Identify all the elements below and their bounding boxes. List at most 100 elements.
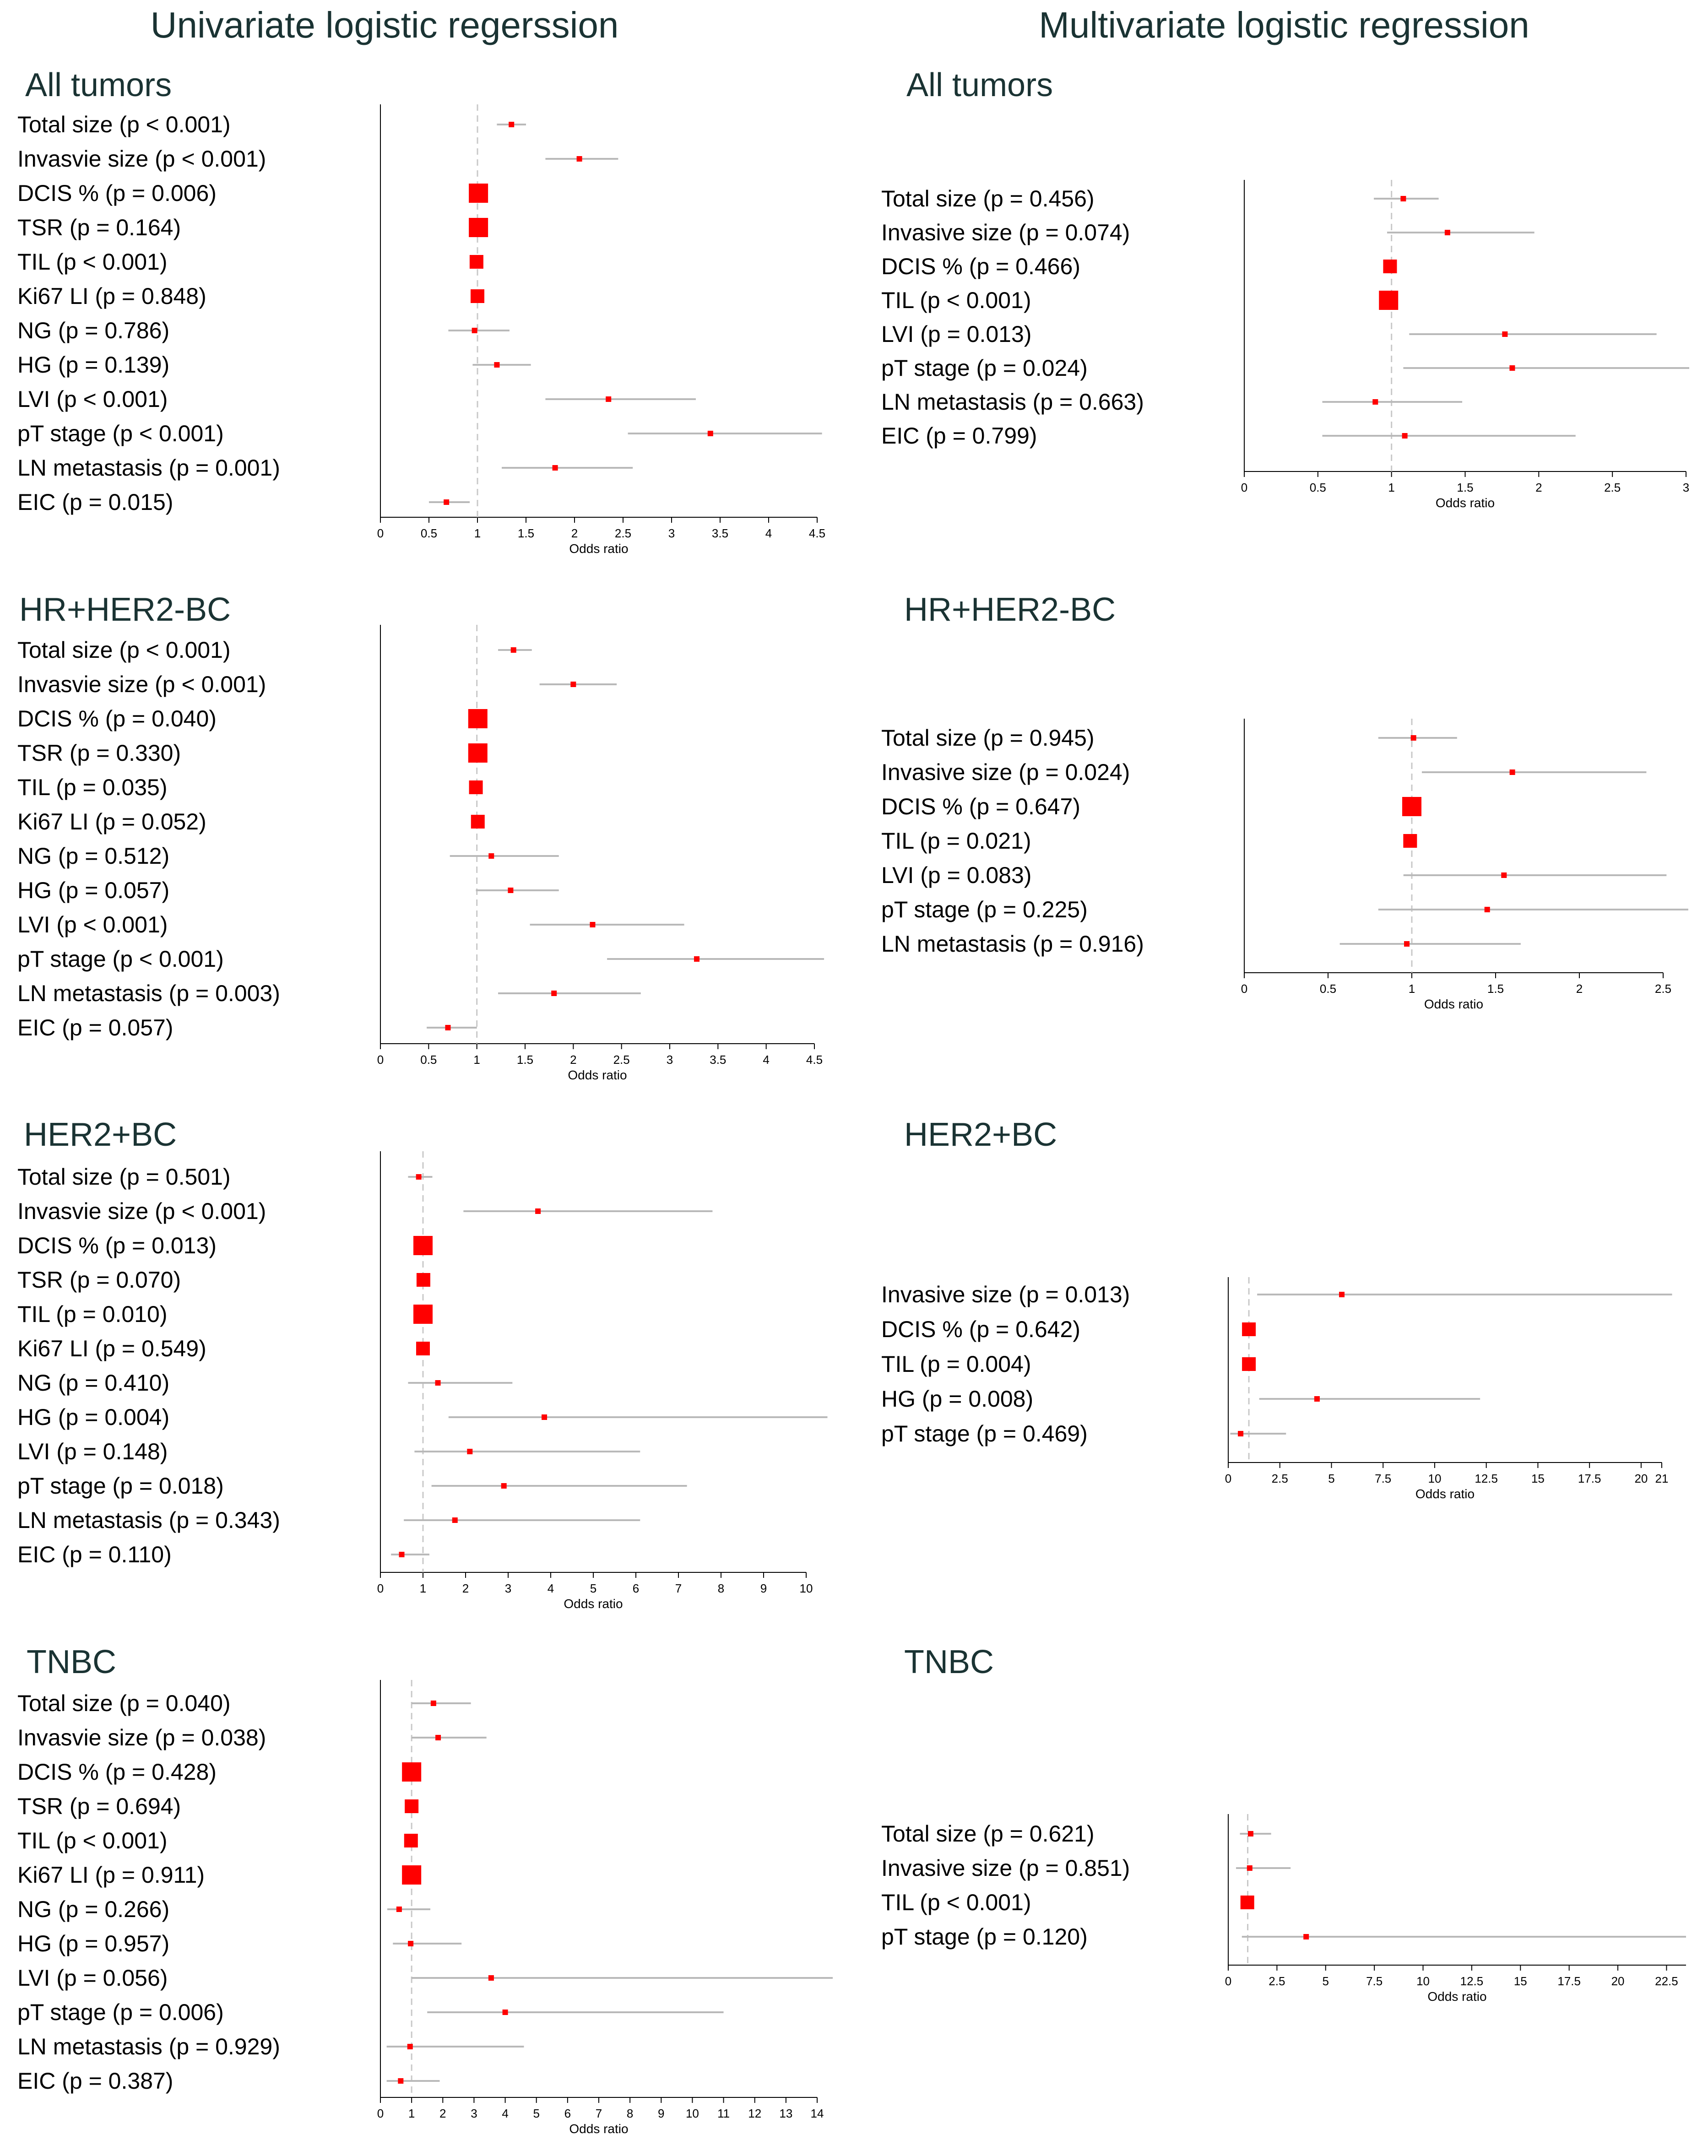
x-tick-label: 6 — [633, 1582, 639, 1595]
x-tick-label: 11 — [717, 2107, 730, 2120]
x-axis-title: Odds ratio — [1415, 1487, 1475, 1501]
odds-ratio-point — [1242, 1357, 1256, 1371]
row-label: Total size (p = 0.501) — [17, 1164, 231, 1190]
x-tick-label: 2.5 — [613, 1053, 630, 1067]
odds-ratio-point — [1410, 735, 1416, 741]
x-tick-label: 0 — [1241, 481, 1247, 494]
x-tick-label: 2 — [462, 1582, 469, 1595]
odds-ratio-point — [413, 1236, 433, 1255]
x-tick-label: 1.5 — [1457, 481, 1473, 494]
row-label: pT stage (p = 0.120) — [881, 1924, 1088, 1950]
odds-ratio-point — [469, 255, 483, 269]
odds-ratio-point — [494, 362, 500, 368]
odds-ratio-point — [399, 1552, 405, 1557]
x-axis-title: Odds ratio — [1424, 997, 1483, 1011]
odds-ratio-point — [590, 922, 596, 927]
x-tick-label: 0 — [377, 1053, 384, 1067]
row-label: Total size (p = 0.456) — [881, 186, 1095, 211]
row-label: pT stage (p = 0.225) — [881, 897, 1088, 922]
odds-ratio-point — [402, 1865, 422, 1885]
odds-ratio-point — [576, 156, 582, 162]
row-label: HG (p = 0.008) — [881, 1386, 1033, 1412]
row-label: Total size (p = 0.945) — [881, 725, 1095, 751]
row-label: TIL (p < 0.001) — [17, 249, 168, 275]
panel-title: HER2+BC — [24, 1116, 177, 1153]
panel-title: All tumors — [25, 67, 172, 103]
row-label: pT stage (p = 0.024) — [881, 355, 1088, 381]
x-axis-title: Odds ratio — [569, 542, 628, 556]
x-tick-label: 17.5 — [1557, 1974, 1581, 1988]
row-label: EIC (p = 0.387) — [17, 2068, 173, 2094]
row-label: TSR (p = 0.070) — [17, 1267, 181, 1293]
row-label: LN metastasis (p = 0.916) — [881, 931, 1144, 957]
odds-ratio-point — [1402, 797, 1421, 816]
x-tick-label: 2.5 — [615, 526, 631, 540]
odds-ratio-point — [1509, 769, 1515, 775]
odds-ratio-point — [1502, 331, 1508, 337]
x-tick-label: 2.5 — [1269, 1974, 1285, 1988]
x-tick-label: 2 — [570, 1053, 576, 1067]
row-label: HG (p = 0.057) — [17, 878, 169, 903]
x-axis-title: Odds ratio — [1427, 1989, 1486, 2004]
odds-ratio-point — [1372, 399, 1378, 405]
row-label: DCIS % (p = 0.040) — [17, 706, 217, 731]
row-label: Invasvie size (p < 0.001) — [17, 672, 266, 697]
x-tick-label: 20 — [1634, 1472, 1648, 1485]
row-label: DCIS % (p = 0.466) — [881, 254, 1080, 279]
forest-panel: HR+HER2-BC 0 0.5 1 1.5 2 2.5 3 3.5 4 4.5 Odds ratio… — [17, 591, 824, 1082]
odds-ratio-point — [542, 1414, 548, 1420]
odds-ratio-point — [488, 853, 494, 859]
x-tick-label: 10 — [1416, 1974, 1430, 1988]
x-axis-title: Odds ratio — [569, 2122, 628, 2136]
odds-ratio-point — [1400, 196, 1406, 201]
x-tick-label: 14 — [811, 2107, 824, 2120]
row-label: TIL (p = 0.035) — [17, 775, 168, 800]
x-tick-label: 3 — [1683, 481, 1689, 494]
odds-ratio-point — [535, 1208, 541, 1214]
x-tick-label: 22.5 — [1655, 1974, 1678, 1988]
row-label: TIL (p = 0.010) — [17, 1301, 168, 1327]
row-label: pT stage (p = 0.469) — [881, 1421, 1088, 1446]
odds-ratio-point — [416, 1342, 430, 1355]
row-label: EIC (p = 0.110) — [17, 1542, 172, 1567]
x-tick-label: 0.5 — [420, 1053, 437, 1067]
odds-ratio-point — [471, 815, 485, 829]
odds-ratio-point — [468, 743, 488, 763]
x-tick-label: 2.5 — [1655, 982, 1671, 996]
x-tick-label: 1.5 — [1487, 982, 1504, 996]
row-label: Invasive size (p = 0.074) — [881, 220, 1130, 245]
row-label: LVI (p = 0.148) — [17, 1439, 168, 1464]
odds-ratio-point — [1247, 1865, 1253, 1871]
row-label: Total size (p < 0.001) — [17, 112, 231, 137]
odds-ratio-point — [1403, 834, 1417, 848]
panel-title: TNBC — [27, 1644, 116, 1680]
odds-ratio-point — [1501, 872, 1507, 878]
x-tick-label: 3 — [505, 1582, 511, 1595]
odds-ratio-point — [452, 1517, 458, 1523]
row-label: Total size (p = 0.621) — [881, 1821, 1095, 1847]
x-tick-label: 0 — [377, 1582, 384, 1595]
x-tick-label: 0 — [377, 526, 384, 540]
x-tick-label: 15 — [1514, 1974, 1527, 1988]
odds-ratio-point — [416, 1174, 422, 1180]
row-label: TSR (p = 0.164) — [17, 215, 181, 240]
odds-ratio-point — [416, 1273, 430, 1287]
x-tick-label: 2.5 — [1272, 1472, 1288, 1485]
row-label: LN metastasis (p = 0.343) — [17, 1507, 280, 1533]
x-tick-label: 1 — [1388, 481, 1394, 494]
x-tick-label: 12 — [748, 2107, 761, 2120]
x-tick-label: 3.5 — [710, 1053, 726, 1067]
x-axis-title: Odds ratio — [1436, 496, 1495, 510]
x-tick-label: 10 — [686, 2107, 699, 2120]
row-label: TIL (p = 0.004) — [881, 1351, 1031, 1377]
x-tick-label: 10 — [800, 1582, 813, 1595]
x-tick-label: 4 — [763, 1053, 769, 1067]
odds-ratio-point — [488, 1975, 494, 1981]
panel-title: All tumors — [906, 67, 1053, 103]
row-label: EIC (p = 0.015) — [17, 489, 173, 515]
odds-ratio-point — [707, 431, 713, 436]
forest-panel: All tumors 0 0.5 1 1.5 2 2.5 3 Odds ratio Total s… — [881, 67, 1689, 510]
x-tick-label: 1 — [473, 1053, 480, 1067]
